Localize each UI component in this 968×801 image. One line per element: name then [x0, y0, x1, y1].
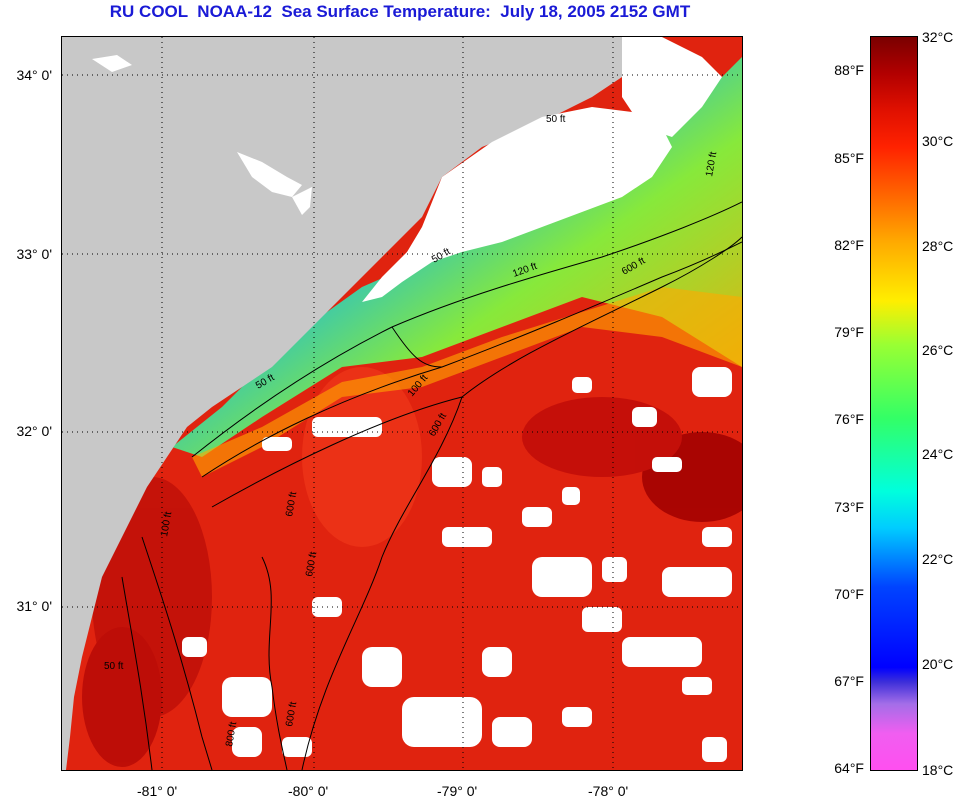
lat-label: 33° 0': [16, 246, 52, 262]
colorbar-f-label: 85°F: [834, 150, 864, 166]
ocean-clouds: [182, 367, 732, 762]
map-title: RU COOL NOAA-12 Sea Surface Temperature:…: [109, 2, 691, 21]
lon-label: -80° 0': [288, 783, 329, 799]
colorbar-c-label: 26°C: [922, 342, 954, 358]
lon-label: -79° 0': [437, 783, 478, 799]
temperature-colorbar: [870, 36, 918, 771]
colorbar-f-label: 88°F: [834, 62, 864, 78]
colorbar-c-label: 32°C: [922, 29, 954, 45]
colorbar-f-label: 64°F: [834, 760, 864, 776]
colorbar-f-label: 76°F: [834, 411, 864, 427]
lat-label: 32° 0': [16, 423, 52, 439]
contour-label: 600 ft: [284, 701, 299, 728]
colorbar-f-label: 73°F: [834, 499, 864, 515]
contour-label: 600 ft: [304, 551, 319, 578]
bay-area: [362, 107, 672, 302]
land-area: [62, 37, 622, 770]
colorbar-c-label: 28°C: [922, 238, 954, 254]
sst-map[interactable]: 50 ft 50 ft 120 ft 600 ft 50 ft 100 ft 6…: [61, 36, 743, 771]
lon-label: -81° 0': [137, 783, 178, 799]
colorbar-f-label: 70°F: [834, 586, 864, 602]
lat-label: 34° 0': [16, 67, 52, 83]
lon-label: -78° 0': [588, 783, 629, 799]
colorbar-f-label: 82°F: [834, 237, 864, 253]
colorbar-f-label: 67°F: [834, 673, 864, 689]
contour-label: 50 ft: [546, 114, 566, 125]
contour-label: 120 ft: [704, 151, 719, 178]
colorbar-c-label: 18°C: [922, 762, 954, 778]
contour-label: 100 ft: [159, 511, 174, 538]
sst-map-image: 50 ft 50 ft 120 ft 600 ft 50 ft 100 ft 6…: [62, 37, 742, 770]
colorbar-c-label: 24°C: [922, 446, 954, 462]
contour-label: 800 ft: [224, 721, 239, 748]
colorbar-c-label: 20°C: [922, 656, 954, 672]
colorbar-f-label: 79°F: [834, 324, 864, 340]
colorbar-c-label: 30°C: [922, 133, 954, 149]
contour-label: 600 ft: [284, 491, 299, 518]
lat-label: 31° 0': [16, 598, 52, 614]
depth-contours: [121, 201, 742, 770]
colorbar-c-label: 22°C: [922, 551, 954, 567]
lat-lon-grid: [62, 37, 742, 770]
land-clouds: [92, 55, 312, 215]
contour-label: 50 ft: [104, 661, 124, 672]
